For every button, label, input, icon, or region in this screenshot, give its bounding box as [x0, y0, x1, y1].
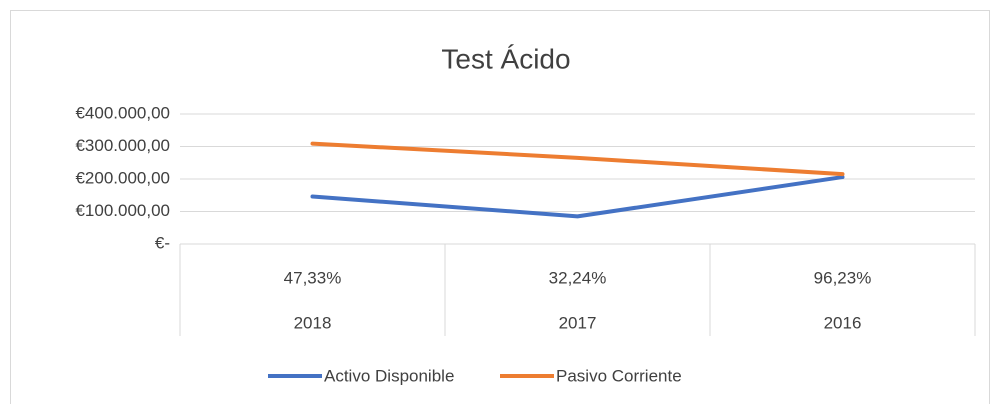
y-tick-label: €200.000,00	[75, 168, 170, 187]
legend-label: Activo Disponible	[324, 366, 454, 385]
category-ratio-label: 96,23%	[814, 268, 872, 287]
chart-frame	[10, 10, 990, 404]
series-line	[310, 141, 845, 177]
y-tick-label: €-	[155, 233, 170, 252]
category-ratio-label: 32,24%	[549, 268, 607, 287]
y-tick-label: €400.000,00	[75, 103, 170, 122]
x-tick-label: 2017	[559, 313, 597, 332]
x-tick-label: 2016	[824, 313, 862, 332]
chart-title: Test Ácido	[441, 43, 570, 74]
y-tick-label: €100.000,00	[75, 201, 170, 220]
x-tick-label: 2018	[294, 313, 332, 332]
y-tick-label: €300.000,00	[75, 136, 170, 155]
legend-label: Pasivo Corriente	[556, 366, 682, 385]
category-ratio-label: 47,33%	[284, 268, 342, 287]
series-line	[310, 175, 845, 219]
